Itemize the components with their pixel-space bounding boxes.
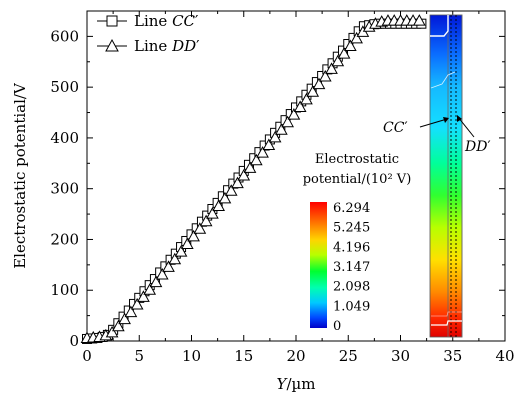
data-point-triangle xyxy=(199,214,213,227)
colorbar-label: 3.147 xyxy=(333,260,370,275)
data-point-triangle xyxy=(105,325,119,338)
data-point-triangle xyxy=(350,31,363,44)
data-point-triangle xyxy=(293,100,307,112)
data-point-triangle xyxy=(281,115,294,128)
data-point-triangle xyxy=(118,312,131,325)
data-point-triangle xyxy=(137,290,150,302)
legend-label-cc: Line CC′ xyxy=(134,12,199,30)
y-tick-label: 100 xyxy=(50,281,79,299)
data-point-triangle xyxy=(249,153,263,166)
data-point-triangle xyxy=(325,62,338,74)
data-point-triangle xyxy=(193,222,207,234)
inset-arrowhead-dd xyxy=(457,115,462,122)
data-point-triangle xyxy=(412,14,426,26)
inset-top-notch xyxy=(430,15,449,37)
axis-ticks xyxy=(86,11,506,342)
inset-arrow-dd xyxy=(457,116,475,138)
data-point-triangle xyxy=(130,297,144,310)
colorbar-title-line1: Electrostatic xyxy=(315,152,399,167)
data-point-triangle xyxy=(143,283,157,295)
series-layer xyxy=(80,14,427,344)
inset-inner-boundary xyxy=(447,14,463,338)
legend: Line CC′ Line DD′ xyxy=(97,12,200,55)
inset-contour-a xyxy=(430,71,456,89)
legend-marker-triangle xyxy=(105,38,119,52)
data-point-triangle xyxy=(318,69,332,82)
data-point-triangle xyxy=(331,54,345,67)
data-point-triangle xyxy=(275,123,288,135)
data-point-triangle xyxy=(212,199,226,211)
colorbar-label: 4.196 xyxy=(333,240,370,255)
colorbar-label: 1.049 xyxy=(333,299,370,314)
inset-arrowhead-cc xyxy=(443,117,449,123)
data-point-triangle xyxy=(174,245,188,257)
inset-potential-map xyxy=(429,14,463,338)
data-point-triangle xyxy=(149,275,163,288)
data-point-triangle xyxy=(162,260,175,272)
x-tick-label: 40 xyxy=(495,347,514,365)
colorbar-title-line2: potential/(10² V) xyxy=(303,172,412,187)
colorbar-label: 2.098 xyxy=(333,280,370,295)
data-point-triangle xyxy=(124,305,138,318)
y-tick-label: 200 xyxy=(50,230,79,248)
data-point-triangle xyxy=(287,108,301,120)
colorbar-labels: 6.294 5.245 4.196 3.147 2.098 1.049 0 xyxy=(333,201,370,334)
x-tick-label: 5 xyxy=(134,347,144,365)
inset-arrow-cc xyxy=(419,118,448,128)
x-tick-label: 25 xyxy=(339,347,358,365)
x-tick-label: 20 xyxy=(286,347,305,365)
y-tick-label: 500 xyxy=(50,78,79,96)
data-point-triangle xyxy=(243,161,257,173)
x-tick-label: 15 xyxy=(234,347,253,365)
data-point-triangle xyxy=(256,146,269,158)
data-point-triangle xyxy=(306,85,320,97)
y-axis-title: Electrostatic potential/V xyxy=(11,82,29,269)
data-point-triangle xyxy=(268,130,282,143)
colorbar: Electrostatic potential/(10² V) 6.294 5.2… xyxy=(303,152,412,334)
colorbar-label: 6.294 xyxy=(333,201,370,216)
legend-label-dd: Line DD′ xyxy=(134,37,200,55)
data-point-triangle xyxy=(337,47,351,59)
x-tick-label: 30 xyxy=(391,347,410,365)
data-point-triangle xyxy=(168,252,182,265)
colorbar-label: 5.245 xyxy=(333,221,370,236)
legend-marker-square xyxy=(106,15,118,27)
colorbar-label: 0 xyxy=(333,319,341,334)
data-point-triangle xyxy=(262,138,276,151)
data-point-triangle xyxy=(300,92,313,105)
x-tick-label: 0 xyxy=(82,347,92,365)
x-tick-label: 35 xyxy=(443,347,462,365)
y-tick-label: 400 xyxy=(50,129,79,147)
colorbar-gradient xyxy=(310,202,327,328)
inset-contour-b xyxy=(431,320,462,326)
data-point-triangle xyxy=(218,191,232,204)
data-point-triangle xyxy=(312,77,326,90)
inset-label-dd: DD′ xyxy=(464,139,491,155)
data-point-triangle xyxy=(206,207,219,219)
y-tick-label: 0 xyxy=(69,332,79,350)
data-point-triangle xyxy=(231,176,244,189)
data-point-triangle xyxy=(224,184,238,196)
simulation-inset: CC′ DD′ xyxy=(383,14,491,338)
y-tick-label: 300 xyxy=(50,180,79,198)
y-tick-label: 600 xyxy=(50,27,79,45)
data-point-triangle xyxy=(180,237,194,250)
data-point-triangle xyxy=(237,168,251,181)
data-point-triangle xyxy=(343,39,357,52)
data-point-triangle xyxy=(187,229,200,242)
inset-contour-c xyxy=(431,311,462,317)
x-tick-label: 10 xyxy=(182,347,201,365)
inset-label-cc: CC′ xyxy=(383,120,408,136)
data-point-triangle xyxy=(112,319,125,332)
x-axis-title: Y/µm xyxy=(277,375,316,393)
data-point-triangle xyxy=(155,267,169,280)
